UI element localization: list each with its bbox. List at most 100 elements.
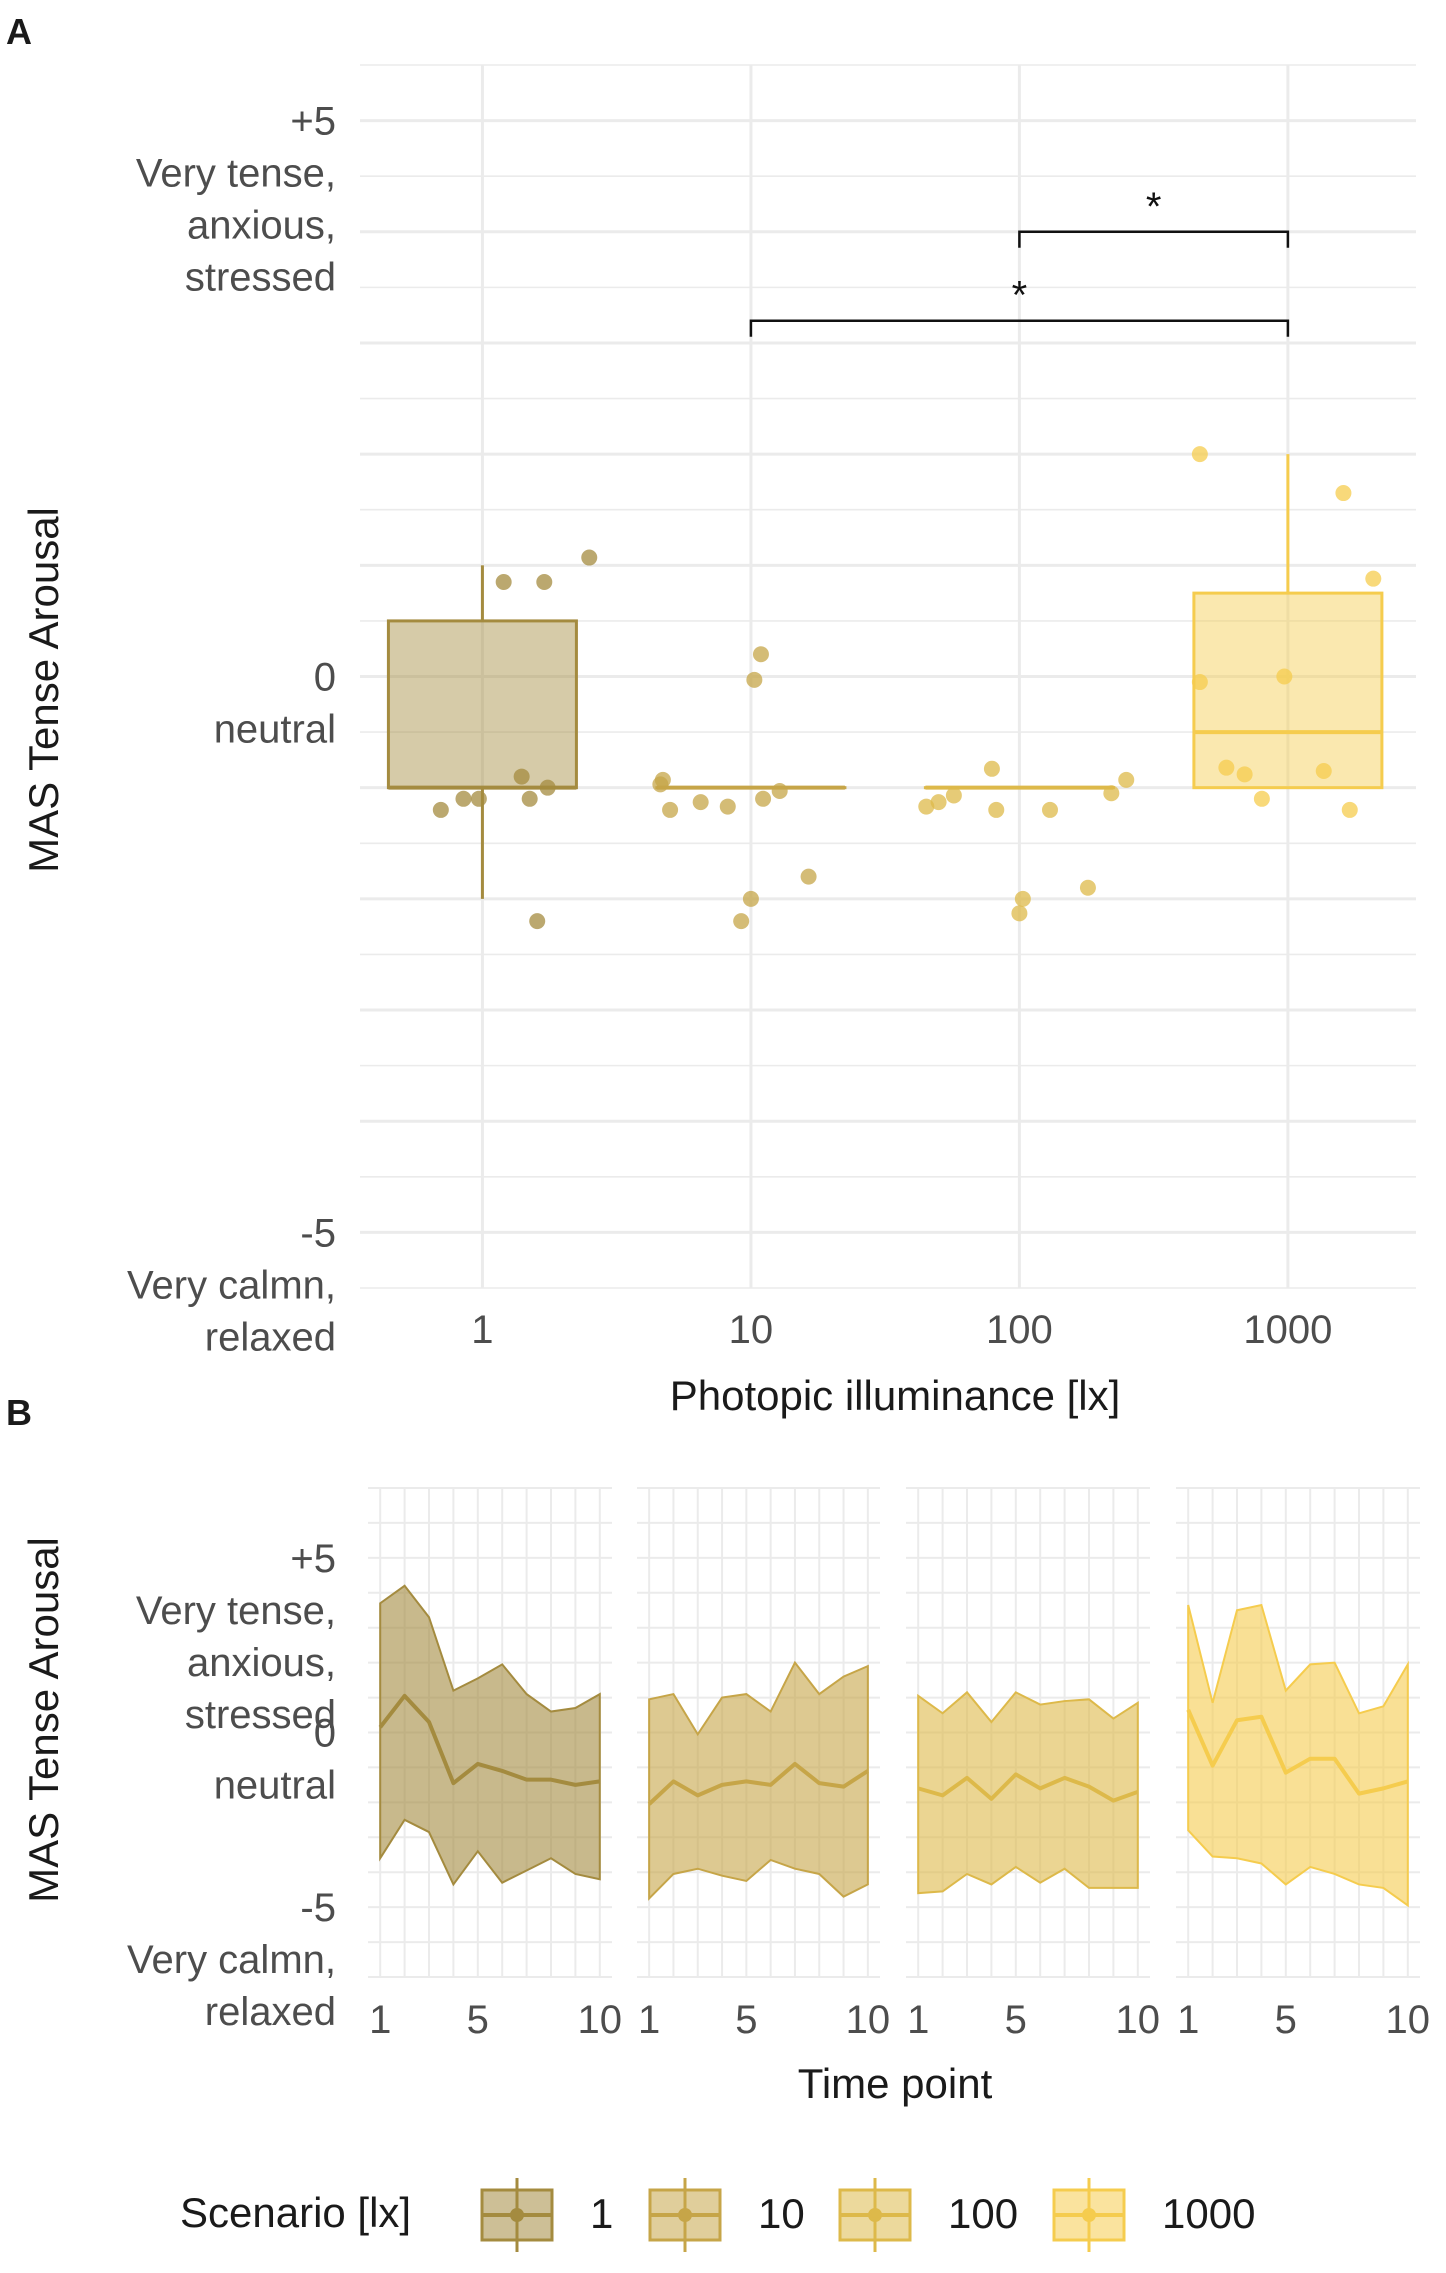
legend-item-label: 10 bbox=[758, 2190, 805, 2237]
y-tick-label: +5 bbox=[290, 1537, 336, 1581]
data-point-10 bbox=[662, 801, 679, 818]
data-point-100 bbox=[918, 798, 935, 815]
legend-item-label: 1000 bbox=[1162, 2190, 1255, 2237]
data-point-100 bbox=[1079, 879, 1096, 896]
legend-item-100: 100 bbox=[838, 2178, 1018, 2252]
y-tick-label: 0 bbox=[314, 656, 336, 700]
x-tick-label: 5 bbox=[1275, 1998, 1297, 2042]
data-point-1000 bbox=[1236, 766, 1253, 783]
x-tick-label: 1 bbox=[471, 1308, 493, 1352]
y-tick-label: relaxed bbox=[205, 1990, 336, 2034]
data-point-100 bbox=[1103, 785, 1120, 802]
panel-b-facets: 1 5 10 1 5 10 1 5 10 1 5 10 bbox=[368, 1487, 1431, 2042]
data-point-10 bbox=[692, 794, 709, 811]
panel-b-label: B bbox=[6, 1392, 32, 1433]
x-tick-label: 1 bbox=[1177, 1998, 1199, 2042]
legend-item-1: 1 bbox=[480, 2178, 613, 2252]
legend-item-10: 10 bbox=[648, 2178, 805, 2252]
data-point-1 bbox=[529, 913, 546, 930]
panel-a-y-axis-title: MAS Tense Arousal bbox=[20, 507, 67, 873]
x-tick-label: 10 bbox=[846, 1998, 891, 2042]
data-point-1 bbox=[495, 573, 512, 590]
data-point-100 bbox=[988, 801, 1005, 818]
ribbon-10 bbox=[648, 1660, 869, 1901]
data-point-100 bbox=[945, 787, 962, 804]
data-point-1000 bbox=[1365, 570, 1382, 587]
data-point-1000 bbox=[1191, 446, 1208, 463]
data-point-1000 bbox=[1341, 801, 1358, 818]
data-point-100 bbox=[1041, 801, 1058, 818]
y-tick-label: 0 bbox=[314, 1712, 336, 1756]
panel-b-y-axis-title: MAS Tense Arousal bbox=[20, 1537, 67, 1903]
data-point-100 bbox=[1011, 905, 1028, 922]
significance-star: * bbox=[1146, 185, 1162, 229]
ribbon-1000 bbox=[1187, 1603, 1409, 1908]
x-tick-label: 1000 bbox=[1243, 1308, 1332, 1352]
legend-title: Scenario [lx] bbox=[180, 2189, 411, 2236]
data-point-1 bbox=[539, 779, 556, 796]
facet-100: 1 5 10 bbox=[906, 1487, 1161, 2042]
mean-line-10 bbox=[647, 1761, 869, 1806]
mean-line-100 bbox=[917, 1772, 1139, 1803]
y-tick-label: Very calmn, bbox=[127, 1938, 336, 1982]
y-tick-label: Very tense, bbox=[136, 152, 336, 196]
legend: Scenario [lx] 1 10 100 1000 bbox=[180, 2178, 1255, 2252]
x-tick-label: 10 bbox=[578, 1998, 623, 2042]
panel-a-y-tick-labels: +5 Very tense, anxious, stressed 0 neutral -5 V… bbox=[127, 100, 336, 1360]
x-tick-label: 1 bbox=[369, 1998, 391, 2042]
y-tick-label: Very calmn, bbox=[127, 1263, 336, 1307]
panel-a-label: A bbox=[6, 11, 32, 52]
x-tick-label: 10 bbox=[729, 1308, 774, 1352]
y-tick-label: stressed bbox=[185, 1693, 336, 1737]
mean-line-1000 bbox=[1186, 1708, 1409, 1796]
data-point-1000 bbox=[1315, 763, 1332, 780]
data-point-100 bbox=[930, 794, 947, 811]
panel-b-x-axis-title: Time point bbox=[798, 2060, 993, 2107]
x-tick-label: 5 bbox=[1005, 1998, 1027, 2042]
data-point-10 bbox=[746, 671, 763, 688]
x-tick-label: 10 bbox=[1386, 1998, 1431, 2042]
data-point-10 bbox=[755, 790, 772, 807]
legend-key-point bbox=[510, 2208, 524, 2222]
legend-item-label: 1 bbox=[590, 2190, 613, 2237]
legend-items: 1 10 100 1000 bbox=[480, 2178, 1255, 2252]
x-tick-label: 1 bbox=[907, 1998, 929, 2042]
legend-key-point bbox=[1082, 2208, 1096, 2222]
panel-a-points bbox=[432, 446, 1382, 930]
panel-a-x-tick-labels: 1 10 100 1000 bbox=[471, 1308, 1332, 1352]
data-point-10 bbox=[742, 890, 759, 907]
legend-key-point bbox=[678, 2208, 692, 2222]
data-point-10 bbox=[771, 783, 788, 800]
y-tick-label: Very tense, bbox=[136, 1589, 336, 1633]
data-point-1000 bbox=[1218, 759, 1235, 776]
y-tick-label: -5 bbox=[300, 1211, 336, 1255]
data-point-1 bbox=[521, 790, 538, 807]
x-tick-label: 5 bbox=[735, 1998, 757, 2042]
x-tick-label: 1 bbox=[638, 1998, 660, 2042]
significance-star: * bbox=[1012, 274, 1028, 318]
data-point-10 bbox=[733, 913, 750, 930]
data-point-10 bbox=[719, 798, 736, 815]
facet-10: 1 5 10 bbox=[637, 1487, 891, 2042]
x-tick-label: 5 bbox=[467, 1998, 489, 2042]
facet-1: 1 5 10 bbox=[368, 1487, 623, 2042]
data-point-1000 bbox=[1191, 674, 1208, 691]
significance-bracket bbox=[749, 319, 1290, 337]
data-point-1000 bbox=[1253, 790, 1270, 807]
y-tick-label: +5 bbox=[290, 100, 336, 144]
x-tick-label: 10 bbox=[1116, 1998, 1161, 2042]
significance-bracket bbox=[1018, 230, 1290, 248]
data-point-100 bbox=[1014, 890, 1031, 907]
y-tick-label: neutral bbox=[214, 708, 336, 752]
box-body bbox=[1192, 591, 1384, 790]
data-point-1 bbox=[536, 573, 553, 590]
ribbon-100 bbox=[917, 1690, 1139, 1895]
y-tick-label: -5 bbox=[300, 1886, 336, 1930]
facet-1000: 1 5 10 bbox=[1176, 1487, 1431, 2042]
data-point-10 bbox=[800, 868, 817, 885]
legend-item-1000: 1000 bbox=[1052, 2178, 1255, 2252]
